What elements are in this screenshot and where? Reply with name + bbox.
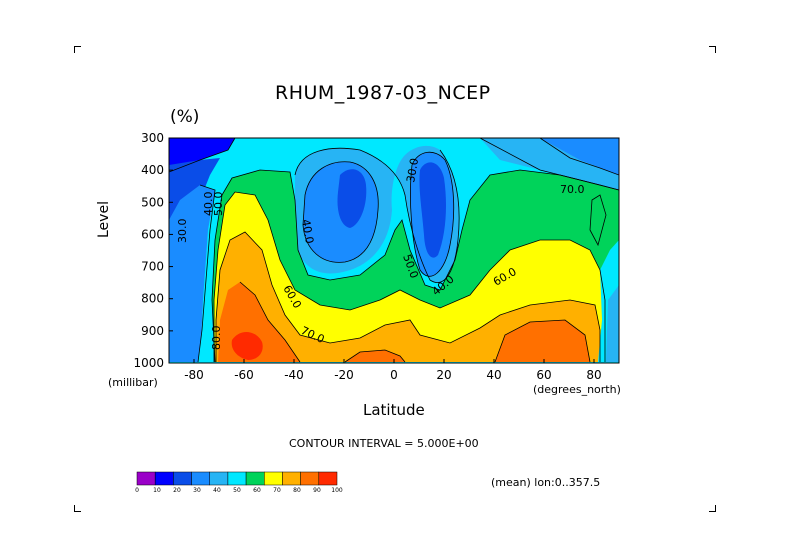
x-tick-label: 40 (486, 368, 501, 382)
y-unit-label: (millibar) (108, 376, 158, 389)
x-tick-label: -60 (234, 368, 254, 382)
contour-line (169, 138, 236, 173)
contour-line (213, 191, 606, 362)
colorbar-swatch (154, 471, 174, 486)
fill-band-30-40-right-edge (606, 285, 619, 362)
contour-line (211, 169, 619, 363)
colorbar (136, 471, 338, 486)
contour-lines (169, 138, 619, 363)
colorbar-swatch (264, 471, 283, 486)
contour-line (589, 194, 607, 247)
corner-mark-top-right (709, 46, 716, 53)
y-tick-label: 700 (141, 260, 164, 274)
chart-title: RHUM_1987-03_NCEP (275, 82, 491, 104)
contour-line (344, 349, 406, 363)
colorbar-swatch (136, 471, 156, 486)
fill-band-80-90-center (345, 350, 405, 362)
colorbar-swatch (245, 471, 265, 486)
x-tick-label: 80 (586, 368, 601, 382)
contour-line (239, 281, 301, 363)
y-tick-label: 300 (141, 131, 164, 145)
contour-label: 40.0 (202, 192, 215, 217)
contour-line (479, 138, 619, 191)
colorbar-tick-label: 30 (193, 487, 201, 494)
fill-band-40-50-left-strip (200, 190, 222, 362)
contour-line (302, 161, 379, 263)
x-axis-label: Latitude (363, 401, 425, 419)
x-tick-marks (193, 359, 595, 363)
colorbar-tick-label: 40 (213, 487, 221, 494)
contour-label: 50.0 (212, 192, 225, 217)
contour-line (215, 231, 601, 362)
colorbar-tick-label: 0 (135, 487, 139, 494)
colorbar-tick-label: 90 (313, 487, 321, 494)
colorbar-tick-label: 100 (331, 487, 343, 494)
y-tick-labels: 300 400 500 600 700 800 900 1000 (133, 131, 164, 370)
corner-mark-bottom-left (74, 505, 81, 512)
fill-band-30-40-left (169, 185, 215, 362)
contour-line (294, 147, 460, 283)
colorbar-swatch (227, 471, 247, 486)
contour-label: 70.0 (560, 183, 585, 196)
colorbar-swatch (191, 471, 210, 486)
corner-mark-bottom-right (709, 505, 716, 512)
contour-fills (169, 138, 619, 363)
fill-band-10-20-center-left (337, 169, 367, 228)
colorbar-swatch (318, 471, 338, 486)
colorbar-swatch (300, 471, 320, 486)
colorbar-swatch (282, 471, 301, 486)
contour-label: 30.0 (404, 157, 421, 183)
colorbar-tick-label: 60 (253, 487, 261, 494)
contour-label: 40.0 (299, 218, 316, 244)
y-tick-label: 600 (141, 227, 164, 241)
fill-band-20-30-upper-right (540, 138, 619, 175)
colorbar-tick-label: 80 (293, 487, 301, 494)
fill-band-80-90-right (495, 320, 590, 362)
x-tick-labels: -80 -60 -40 -20 0 20 40 60 80 (184, 368, 601, 382)
contour-label: 30.0 (176, 219, 189, 244)
colorbar-swatch (173, 471, 192, 486)
colorbar-tick-label: 70 (273, 487, 281, 494)
fill-band-70-80-left (215, 232, 600, 362)
contour-line (410, 151, 455, 277)
colorbar-swatch (209, 471, 229, 486)
y-tick-label: 800 (141, 292, 164, 306)
colorbar-tick-label: 20 (173, 487, 181, 494)
colorbar-tick-label: 10 (153, 487, 161, 494)
colorbar-tick-label: 50 (233, 487, 241, 494)
units-label: (%) (170, 107, 200, 127)
contour-label: 80.0 (210, 326, 223, 351)
y-tick-label: 400 (141, 163, 164, 177)
y-tick-marks (169, 137, 173, 364)
fill-band-90-100-left (231, 331, 263, 360)
y-tick-label: 900 (141, 324, 164, 338)
contour-line (494, 319, 591, 363)
x-tick-label: -40 (284, 368, 304, 382)
x-tick-label: -20 (334, 368, 354, 382)
mean-longitude-note: (mean) lon:0..357.5 (491, 476, 601, 489)
contour-line (539, 138, 619, 176)
x-tick-label: 60 (536, 368, 551, 382)
y-tick-label: 1000 (133, 356, 164, 370)
corner-mark-top-left (74, 46, 81, 53)
fill-band-30-40-upper-right (480, 138, 619, 190)
contour-line (197, 184, 216, 363)
y-tick-label: 500 (141, 195, 164, 209)
x-tick-label: -80 (184, 368, 204, 382)
x-unit-label: (degrees_north) (533, 383, 621, 396)
x-tick-label: 0 (390, 368, 398, 382)
fill-band-10-20-center-right (419, 162, 446, 258)
colorbar-tick-labels: 0 10 20 30 40 50 60 70 80 90 100 (135, 487, 343, 494)
contour-interval-note: CONTOUR INTERVAL = 5.000E+00 (289, 437, 479, 450)
x-tick-label: 20 (436, 368, 451, 382)
